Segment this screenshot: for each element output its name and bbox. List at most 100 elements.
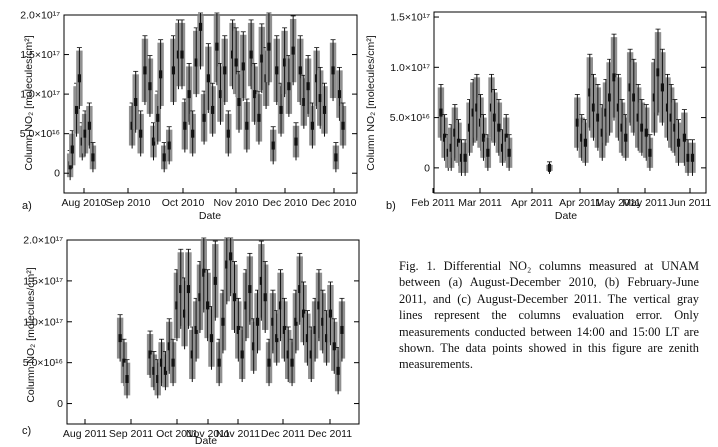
data-point	[278, 301, 283, 310]
data-point	[198, 293, 202, 302]
data-point	[159, 358, 164, 367]
data-point	[152, 366, 156, 375]
x-tick-label: Dec 2011	[308, 428, 352, 440]
data-point	[463, 153, 467, 162]
data-point	[309, 350, 313, 359]
data-point	[673, 123, 677, 132]
y-tick-label: 0	[424, 162, 430, 174]
y-tick-label: 0	[57, 398, 63, 410]
data-point	[443, 133, 447, 142]
data-point	[317, 301, 321, 310]
data-point	[294, 317, 298, 326]
data-point	[236, 325, 240, 334]
data-point	[171, 66, 176, 75]
data-point	[267, 42, 271, 51]
data-point	[294, 137, 298, 146]
data-point	[287, 82, 291, 91]
data-point	[211, 105, 215, 114]
data-point	[656, 68, 660, 77]
data-point	[291, 46, 295, 55]
data-point	[191, 129, 195, 138]
data-point	[334, 153, 338, 162]
data-point	[471, 108, 475, 117]
data-point	[325, 334, 329, 343]
data-point	[306, 82, 310, 91]
data-point	[341, 121, 345, 130]
data-point	[624, 133, 628, 142]
data-point	[612, 73, 616, 82]
data-point	[183, 121, 187, 130]
data-point	[194, 325, 198, 334]
data-point	[167, 342, 171, 351]
data-point	[163, 366, 168, 375]
data-point	[318, 94, 322, 103]
data-point	[439, 108, 443, 117]
x-tick-label: Mar 2011	[458, 197, 502, 209]
data-point	[492, 113, 497, 122]
y-tick-label: 1.5×10¹⁷	[20, 49, 60, 61]
data-point	[660, 83, 664, 92]
data-point	[257, 113, 261, 122]
data-point	[91, 153, 95, 162]
x-tick-label: Nov 2011	[216, 428, 260, 440]
x-tick-label: Aug 2010	[62, 197, 107, 209]
data-point	[223, 66, 227, 75]
panel-a-x-ticks: Aug 2010 Sep 2010 Oct 2010 Nov 2010 Dec 2010…	[62, 188, 357, 209]
data-point	[234, 58, 238, 67]
data-point	[217, 358, 221, 367]
y-tick-label: 1.0×10¹⁷	[20, 89, 60, 101]
data-point	[248, 285, 252, 294]
data-point	[226, 129, 230, 138]
data-point	[628, 83, 632, 92]
y-tick-label: 2.0×10¹⁷	[23, 235, 63, 247]
data-point	[215, 42, 219, 51]
y-tick-label: 5.0×10¹⁶	[23, 357, 63, 369]
data-point	[676, 138, 681, 147]
x-tick-label: May 2011	[622, 197, 667, 209]
data-point	[77, 74, 81, 83]
data-point	[156, 113, 160, 122]
x-tick-label: Dec 2010	[312, 197, 357, 209]
data-point	[229, 252, 233, 261]
data-point	[301, 309, 306, 318]
data-point	[328, 309, 333, 318]
panel-c-y-ticks: 0 5.0×10¹⁶ 1.0×10¹⁷ 1.5×10¹⁷ 2.0×10¹⁷	[23, 235, 359, 410]
y-tick-label: 2.0×10¹⁷	[20, 10, 60, 22]
data-point	[486, 148, 490, 157]
data-point	[632, 93, 636, 102]
data-point	[249, 50, 253, 59]
data-point	[616, 103, 620, 112]
panel-a-ylabel: Column NO₂ [molecules/cm²]	[23, 35, 35, 170]
y-tick-label: 0	[54, 168, 60, 180]
panel-c-frame	[66, 239, 360, 425]
x-tick-label: Apr 2011	[511, 197, 553, 209]
x-tick-label: Sep 2011	[109, 428, 153, 440]
panel-b-ylabel: Column NO₂ [molecules/cm²]	[365, 35, 377, 170]
data-point	[305, 334, 310, 343]
panel-a-frame	[63, 14, 358, 194]
data-point	[151, 137, 156, 146]
panel-a-label: a)	[22, 200, 32, 212]
data-point	[575, 118, 579, 127]
data-point	[202, 268, 206, 277]
data-point	[87, 121, 91, 130]
data-point	[449, 143, 453, 152]
panel-b: 0 5.0×10¹⁶ 1.0×10¹⁷ 1.5×10¹⁷ Feb 2011 Mar 20…	[365, 11, 711, 222]
panel-c-label: c)	[22, 425, 31, 437]
data-point	[467, 123, 472, 132]
data-point	[148, 350, 152, 359]
data-point	[340, 325, 344, 334]
data-point	[162, 153, 166, 162]
data-point	[267, 358, 271, 367]
data-point	[298, 66, 302, 75]
data-point	[255, 317, 260, 326]
data-point	[604, 108, 608, 117]
panel-b-marks	[437, 28, 696, 176]
data-point	[313, 325, 317, 334]
panel-c-xlabel: Date	[195, 435, 217, 447]
data-point	[596, 113, 600, 122]
data-point	[167, 141, 171, 150]
data-point	[331, 66, 335, 75]
data-point	[279, 105, 283, 114]
